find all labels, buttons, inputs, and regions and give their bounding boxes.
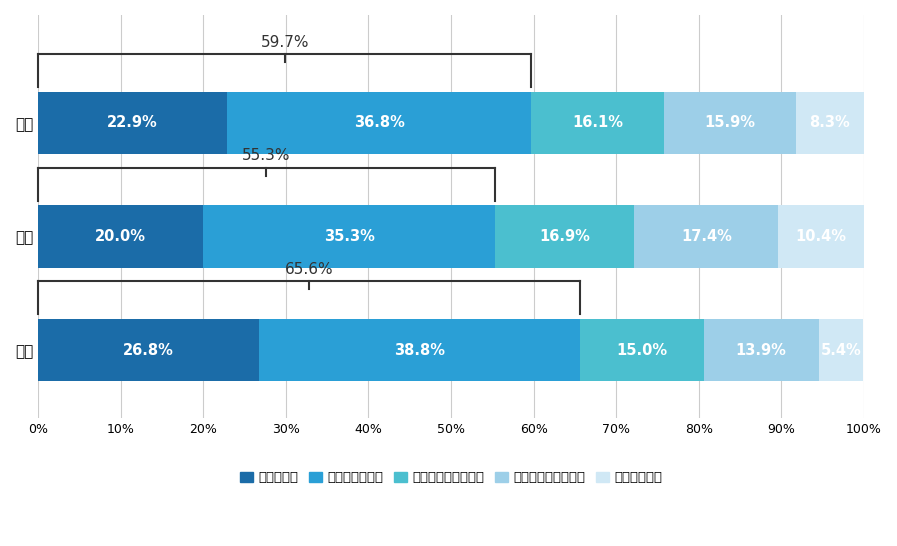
Bar (819, 319, 863, 381)
Bar (495, 205, 634, 268)
Bar (38, 205, 204, 268)
Text: 35.3%: 35.3% (324, 229, 375, 244)
Bar (204, 205, 495, 268)
Bar (779, 205, 864, 268)
Bar (634, 205, 779, 268)
Text: 65.6%: 65.6% (284, 262, 334, 277)
Text: 13.9%: 13.9% (736, 342, 787, 358)
Text: 5.4%: 5.4% (821, 342, 861, 358)
Bar (796, 92, 864, 154)
Bar (580, 319, 704, 381)
Text: 22.9%: 22.9% (108, 115, 158, 130)
Legend: 感じている, やや感じている, どちらともいえない, あまり感じていない, 感じていない: 感じている, やや感じている, どちらともいえない, あまり感じていない, 感じ… (239, 471, 662, 484)
Bar (259, 319, 580, 381)
Bar (38, 92, 227, 154)
Text: 59.7%: 59.7% (260, 34, 309, 50)
Text: 55.3%: 55.3% (242, 148, 291, 163)
Text: 17.4%: 17.4% (681, 229, 732, 244)
Text: 20.0%: 20.0% (95, 229, 146, 244)
Text: 15.0%: 15.0% (616, 342, 667, 358)
Bar (38, 319, 259, 381)
Bar (531, 92, 664, 154)
Text: 26.8%: 26.8% (124, 342, 174, 358)
Text: 8.3%: 8.3% (809, 115, 850, 130)
Text: 10.4%: 10.4% (796, 229, 847, 244)
Text: 36.8%: 36.8% (353, 115, 405, 130)
Text: 38.8%: 38.8% (394, 342, 445, 358)
Text: 16.1%: 16.1% (572, 115, 623, 130)
Text: 15.9%: 15.9% (704, 115, 755, 130)
Bar (664, 92, 796, 154)
Bar (704, 319, 819, 381)
Text: 16.9%: 16.9% (539, 229, 590, 244)
Bar (227, 92, 531, 154)
